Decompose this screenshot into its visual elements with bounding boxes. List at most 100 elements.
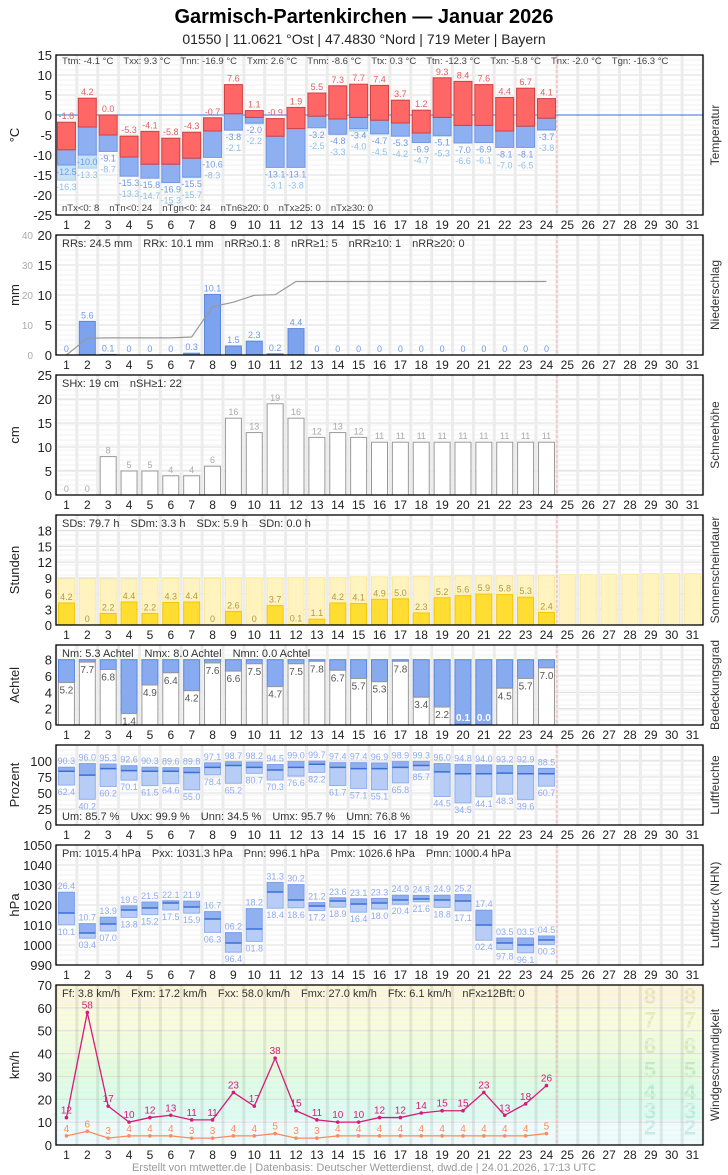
- x-tick-label: 18: [415, 968, 429, 982]
- cloud-bar: [454, 659, 472, 725]
- y-tick-label: 1030: [23, 878, 52, 893]
- sunshine-label: 5.2: [436, 587, 449, 597]
- x-tick-label: 7: [188, 728, 195, 742]
- gust-point: [315, 1118, 319, 1122]
- x-tick-label: 8: [209, 498, 216, 512]
- stat-item: nRR≥1: 5: [291, 238, 338, 250]
- x-tick-label: 20: [456, 1148, 470, 1162]
- x-tick-label: 27: [602, 358, 616, 372]
- range-upper-bar: [371, 762, 388, 770]
- stats-row: RRs: 24.5 mm RRx: 10.1 mm nRR≥0.1: 8 nRR≥1:…: [62, 238, 465, 250]
- min-temp-label: -13.1: [286, 169, 307, 179]
- precip-label: 0: [398, 344, 403, 354]
- x-tick-label: 19: [435, 218, 449, 232]
- range-lower-bar: [517, 773, 535, 801]
- x-tick-label: 30: [665, 828, 679, 842]
- x-tick-label: 26: [582, 498, 596, 512]
- y-tick-label: 18: [38, 524, 52, 539]
- y-tick-label: 2: [45, 702, 52, 717]
- range-lower-bar: [266, 891, 284, 909]
- y-tick-label: 75: [38, 770, 52, 785]
- sunshine-label: 5.9: [478, 583, 491, 593]
- x-tick-label: 26: [582, 728, 596, 742]
- range-lower-bar: [224, 942, 242, 953]
- x-tick-label: 6: [167, 968, 174, 982]
- min-label: 55.0: [183, 792, 201, 802]
- stat-item: Ttn: -12.3 °C: [426, 56, 481, 67]
- x-tick-label: 21: [477, 728, 491, 742]
- mean-wind-point: [502, 1134, 507, 1138]
- min-temp-label: -16.9: [161, 185, 182, 195]
- cloud-label: 4.2: [185, 694, 199, 705]
- cloud-label: 7.7: [80, 665, 94, 676]
- x-tick-label: 20: [456, 728, 470, 742]
- x-tick-label: 22: [498, 218, 512, 232]
- x-tick-label: 31: [686, 358, 700, 372]
- x-tick-label: 21: [477, 218, 491, 232]
- snow-label: 11: [375, 431, 384, 441]
- x-tick-label: 15: [352, 828, 366, 842]
- min-label: 01.8: [246, 943, 264, 953]
- stats-row: Um: 85.7 % Uxx: 99.9 % Unn: 34.5 % Umx: 95.…: [62, 811, 410, 823]
- min-label: 17.1: [454, 913, 472, 923]
- max-temp-label: 4.4: [498, 86, 511, 96]
- min-label: 18.8: [433, 909, 451, 919]
- mean-wind-point: [356, 1134, 361, 1138]
- x-tick-label: 11: [269, 218, 282, 232]
- max-temp-bar: [244, 110, 264, 118]
- x-tick-label: 19: [435, 828, 449, 842]
- x-tick-label: 28: [623, 628, 637, 642]
- min-label: 82.2: [308, 774, 326, 784]
- cloud-label: 4.5: [498, 691, 512, 702]
- gust-label: 17: [249, 1094, 261, 1105]
- range-lower-bar: [266, 769, 284, 781]
- x-tick-label: 12: [289, 358, 303, 372]
- gust-point: [106, 1104, 110, 1108]
- range-lower-bar: [308, 763, 326, 773]
- gust-label: 10: [332, 1110, 344, 1121]
- min-temp-bar: [244, 116, 264, 124]
- min-label: 97.8: [496, 951, 514, 961]
- snow-label: 11: [458, 431, 467, 441]
- gust-label: 38: [270, 1046, 282, 1057]
- stat-item: Pmx: 1026.6 hPa: [330, 848, 415, 860]
- x-tick-label: 8: [209, 358, 216, 372]
- x-tick-label: 5: [147, 358, 154, 372]
- range-upper-bar: [287, 884, 305, 901]
- max-temp-label: 8.4: [457, 70, 470, 80]
- range-upper-bar: [454, 763, 472, 775]
- sunshine-label: 5.6: [457, 585, 470, 595]
- min-label: 70.3: [266, 782, 284, 792]
- x-tick-label: 3: [105, 628, 112, 642]
- possible-sunshine-bar: [579, 574, 597, 626]
- x-tick-label: 9: [230, 218, 237, 232]
- gust-label: 12: [61, 1106, 73, 1117]
- precip-label: 0.2: [269, 343, 282, 353]
- snow-label: 11: [396, 431, 405, 441]
- cloud-label: 0.1: [456, 713, 470, 724]
- panel-title: Bedeckungsgrad: [708, 640, 722, 730]
- x-tick-label: 27: [602, 218, 616, 232]
- snow-label: 5: [127, 460, 132, 470]
- range-upper-bar: [287, 761, 305, 768]
- range-lower-bar: [433, 899, 451, 908]
- mean-wind-label: 4: [356, 1124, 362, 1135]
- y-tick-label: 0: [45, 348, 52, 363]
- x-tick-label: 20: [456, 968, 470, 982]
- mean-wind-point: [398, 1134, 403, 1138]
- gust-point: [127, 1120, 131, 1124]
- x-tick-label: 6: [167, 218, 174, 232]
- gust-point: [377, 1115, 382, 1120]
- snow-label: 11: [437, 431, 446, 441]
- stat-item: nRR≥10: 1: [348, 238, 402, 250]
- x-tick-label: 20: [456, 498, 470, 512]
- sunshine-label: 4.2: [332, 592, 345, 602]
- x-tick-label: 22: [498, 828, 512, 842]
- mean-wind-label: 4: [147, 1124, 153, 1135]
- y-tick-label: 15: [38, 416, 52, 431]
- y-tick-label: 8: [45, 653, 52, 668]
- beaufort-band: [56, 1033, 703, 1059]
- ground-min-label: -4.2: [393, 149, 409, 159]
